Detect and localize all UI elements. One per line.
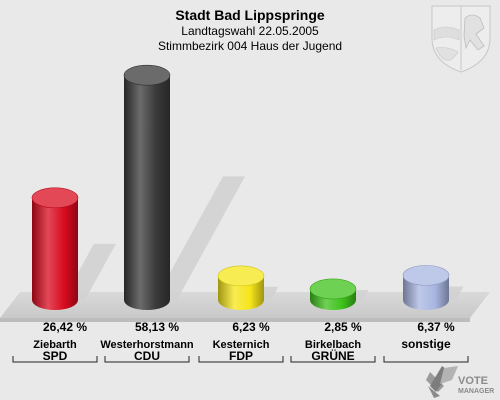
- candidate-label: Birkelbach: [305, 339, 362, 351]
- value-label: 6,23 %: [232, 320, 270, 334]
- logo-vote-text: VOTE: [458, 375, 488, 387]
- bar-body: [124, 75, 170, 310]
- bar-shadow: [155, 176, 245, 300]
- party-label: FDP: [229, 349, 253, 363]
- label-bracket: [198, 356, 284, 363]
- bar-top: [31, 187, 79, 209]
- candidate-label: Kesternich: [213, 339, 270, 351]
- party-label: SPD: [43, 349, 68, 363]
- bar-top: [402, 265, 450, 286]
- ballot-x-icon: [426, 366, 458, 398]
- chart-title: Stadt Bad Lippspringe: [175, 7, 325, 23]
- bar-top: [123, 64, 171, 86]
- bar-cdu: [123, 64, 245, 310]
- chart-subtitle: Landtagswahl 22.05.2005: [181, 24, 319, 38]
- bar-grüne: [309, 278, 369, 310]
- bar-top: [217, 265, 265, 287]
- bar-body: [32, 197, 78, 310]
- bar-fdp: [217, 265, 279, 310]
- nrw-crest-icon: [431, 5, 491, 73]
- value-label: 58,13 %: [135, 320, 179, 334]
- bar-spd: [31, 187, 116, 310]
- value-label: 6,37 %: [417, 320, 455, 334]
- party-label: CDU: [134, 349, 160, 363]
- value-label: 26,42 %: [43, 320, 87, 334]
- party-label: GRÜNE: [311, 348, 354, 363]
- candidate-label: Ziebarth: [33, 339, 77, 351]
- label-bracket: [383, 356, 469, 363]
- bars-group: [31, 64, 464, 310]
- vote-manager-logo: VOTE MANAGER: [426, 366, 494, 398]
- party-label: sonstige: [401, 337, 451, 351]
- candidate-label: Westerhorstmann: [100, 339, 194, 351]
- label-bracket: [12, 356, 98, 363]
- label-bracket: [290, 356, 376, 363]
- logo-manager-text: MANAGER: [458, 388, 494, 395]
- bar-top: [309, 278, 357, 300]
- district-label: Stimmbezirk 004 Haus der Jugend: [158, 39, 342, 53]
- value-label: 2,85 %: [324, 320, 362, 334]
- bar-sonstige: [402, 265, 464, 310]
- label-bracket: [104, 356, 190, 363]
